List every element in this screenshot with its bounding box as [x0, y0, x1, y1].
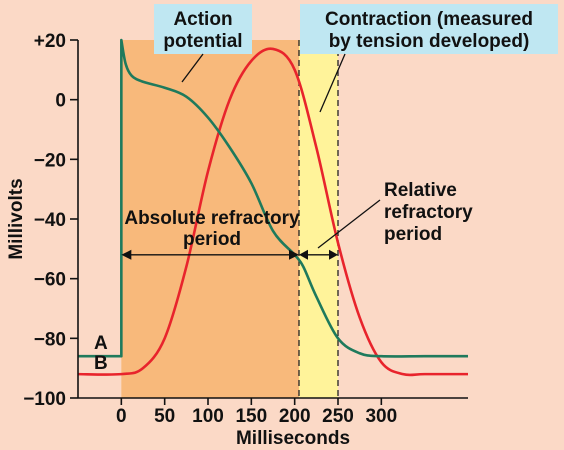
- relative-refractory-label: Relative: [384, 180, 457, 201]
- x-tick-label: 150: [235, 406, 267, 427]
- y-tick-label: +20: [34, 31, 66, 52]
- x-tick-label: 250: [322, 406, 354, 427]
- series-lines: [77, 38, 468, 377]
- absolute-refractory-label: Absolute refractory: [124, 208, 300, 229]
- contraction-callout-label: Contraction (measured: [325, 9, 533, 30]
- y-tick-label: −40: [34, 210, 66, 231]
- x-tick-label: 50: [154, 406, 175, 427]
- tick-labels: +20 0 −20 −40 −60 −80 −100 0 50 100 150 200 250 300 Mi…: [6, 31, 397, 449]
- contraction-line: [77, 47, 468, 377]
- contraction-callout-pointer: [319, 53, 346, 113]
- contraction-callout-label: by tension developed): [329, 31, 530, 52]
- x-tick-label: 300: [365, 406, 397, 427]
- y-tick-label: −60: [34, 270, 66, 291]
- y-axis-label: Millivolts: [6, 178, 27, 259]
- y-tick-label: 0: [55, 91, 66, 112]
- marker-a-label: A: [94, 333, 108, 354]
- relative-refractory-label: period: [384, 224, 442, 245]
- y-tick-label: −20: [34, 150, 66, 171]
- relative-refractory-label: refractory: [384, 202, 473, 223]
- action-callout-label: Action: [173, 9, 232, 30]
- relative-label-pointer: [317, 199, 381, 249]
- x-tick-label: 200: [279, 406, 311, 427]
- contraction-callout-box: [300, 4, 558, 54]
- x-axis-label: Milliseconds: [236, 428, 350, 449]
- action-callout-label: potential: [163, 31, 242, 52]
- relative-arrow-head: [329, 249, 338, 260]
- action-potential-line: [78, 38, 468, 358]
- absolute-refractory-region: [121, 40, 299, 398]
- x-tick-label: 0: [116, 406, 127, 427]
- y-tick-label: −100: [23, 389, 66, 410]
- marker-b-label: B: [94, 353, 108, 374]
- absolute-arrow-head: [289, 249, 299, 260]
- absolute-arrow-head: [121, 249, 132, 260]
- relative-arrow-head: [299, 249, 308, 260]
- absolute-refractory-label: period: [183, 229, 241, 250]
- x-tick-label: 100: [192, 406, 224, 427]
- action-callout-pointer: [181, 53, 204, 83]
- y-tick-label: −80: [34, 329, 66, 350]
- action-callout-box: [154, 4, 252, 54]
